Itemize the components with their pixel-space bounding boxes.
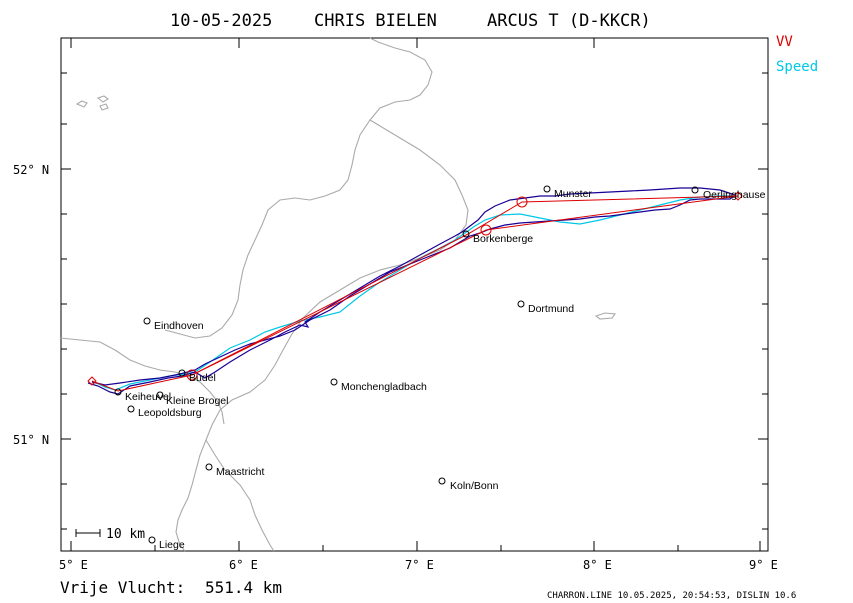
city-monchengladbach: Monchengladbach bbox=[330, 378, 427, 393]
city-dot bbox=[127, 405, 135, 413]
glider-name: ARCUS T (D-KKCR) bbox=[487, 11, 651, 31]
lat-label-52: 52° N bbox=[13, 163, 49, 177]
coastline bbox=[164, 37, 433, 339]
city-borkenberge: Borkenberge bbox=[462, 230, 533, 245]
vv-legs bbox=[91, 195, 739, 392]
vv-route bbox=[87, 191, 743, 392]
be-de-border bbox=[205, 439, 275, 552]
city-dot bbox=[205, 463, 213, 471]
city-label: Borkenberge bbox=[473, 233, 533, 245]
city-label: Monchengladbach bbox=[341, 381, 427, 393]
frame-ticks bbox=[61, 38, 768, 551]
island-3 bbox=[99, 103, 109, 111]
distance-value: 551.4 km bbox=[205, 578, 282, 597]
lon-label-6: 6° E bbox=[229, 558, 258, 572]
lon-label-8: 8° E bbox=[583, 558, 612, 572]
city-eindhoven: Eindhoven bbox=[143, 317, 204, 332]
city-dot bbox=[178, 369, 186, 377]
footer-credit: CHARRON.LINE 10.05.2025, 20:54:53, DISLI… bbox=[547, 591, 796, 601]
city-dot bbox=[438, 477, 446, 485]
legend-speed: Speed bbox=[776, 59, 818, 75]
coastline-and-borders bbox=[59, 37, 617, 552]
city-dot bbox=[156, 391, 164, 399]
city-label: Maastricht bbox=[216, 466, 265, 478]
city-label: Dortmund bbox=[528, 303, 574, 315]
city-dot bbox=[148, 536, 156, 544]
flight-track bbox=[87, 187, 737, 395]
lake bbox=[594, 312, 617, 320]
lon-label-9: 9° E bbox=[749, 558, 778, 572]
city-label: Koln/Bonn bbox=[450, 480, 499, 492]
nl-be-border bbox=[59, 337, 225, 425]
city-budel: Budel bbox=[178, 369, 216, 384]
city-oerlinghausen: Oerlinghause bbox=[691, 186, 766, 201]
pilot-name: CHRIS BIELEN bbox=[314, 11, 437, 31]
speed-track bbox=[91, 195, 735, 391]
turnpoint-borkenberge-area bbox=[480, 224, 492, 236]
start-marker bbox=[87, 376, 97, 386]
island-1 bbox=[75, 100, 88, 108]
island-2 bbox=[96, 95, 109, 103]
city-munster: Munster bbox=[543, 185, 592, 200]
city-dortmund: Dortmund bbox=[517, 300, 574, 315]
city-dot bbox=[543, 185, 551, 193]
city-keiheuvel: Keiheuvel bbox=[114, 388, 171, 403]
city-dot bbox=[691, 186, 699, 194]
city-label: Liege bbox=[159, 539, 185, 551]
city-label: Munster bbox=[554, 188, 592, 200]
lon-label-7: 7° E bbox=[405, 558, 434, 572]
city-label: Kleine Brogel bbox=[166, 395, 228, 407]
finish-marker bbox=[733, 191, 743, 201]
city-label: Leopoldsburg bbox=[138, 407, 202, 419]
scale-bar: 10 km bbox=[75, 527, 145, 542]
city-dot bbox=[114, 388, 122, 396]
city-kleine-brogel: Kleine Brogel bbox=[156, 391, 228, 407]
city-koln-bonn: Koln/Bonn bbox=[438, 477, 499, 492]
scale-bar-label: 10 km bbox=[106, 527, 145, 542]
city-markers: Eindhoven Budel Kleine Brogel Keiheuvel … bbox=[114, 185, 766, 551]
turnpoint-munster-area bbox=[516, 196, 528, 208]
map-frame bbox=[60, 37, 769, 552]
turnpoint-budel bbox=[186, 369, 198, 381]
city-label: Budel bbox=[189, 372, 216, 384]
lon-label-5: 5° E bbox=[59, 558, 88, 572]
distance-label: Vrije Vlucht: bbox=[60, 578, 185, 597]
flight-date: 10-05-2025 bbox=[170, 11, 272, 31]
legend-vv: VV bbox=[776, 34, 793, 50]
city-label: Keiheuvel bbox=[125, 391, 171, 403]
city-leopoldsburg: Leopoldsburg bbox=[127, 405, 202, 419]
city-maastricht: Maastricht bbox=[205, 463, 265, 478]
city-label: Eindhoven bbox=[154, 320, 204, 332]
city-dot bbox=[462, 230, 470, 238]
city-label: Oerlinghause bbox=[703, 189, 766, 201]
city-dot bbox=[330, 378, 338, 386]
lat-label-51: 51° N bbox=[13, 433, 49, 447]
city-dot bbox=[143, 317, 151, 325]
nl-de-border bbox=[175, 119, 469, 552]
city-liege: Liege bbox=[148, 536, 185, 551]
city-dot bbox=[517, 300, 525, 308]
